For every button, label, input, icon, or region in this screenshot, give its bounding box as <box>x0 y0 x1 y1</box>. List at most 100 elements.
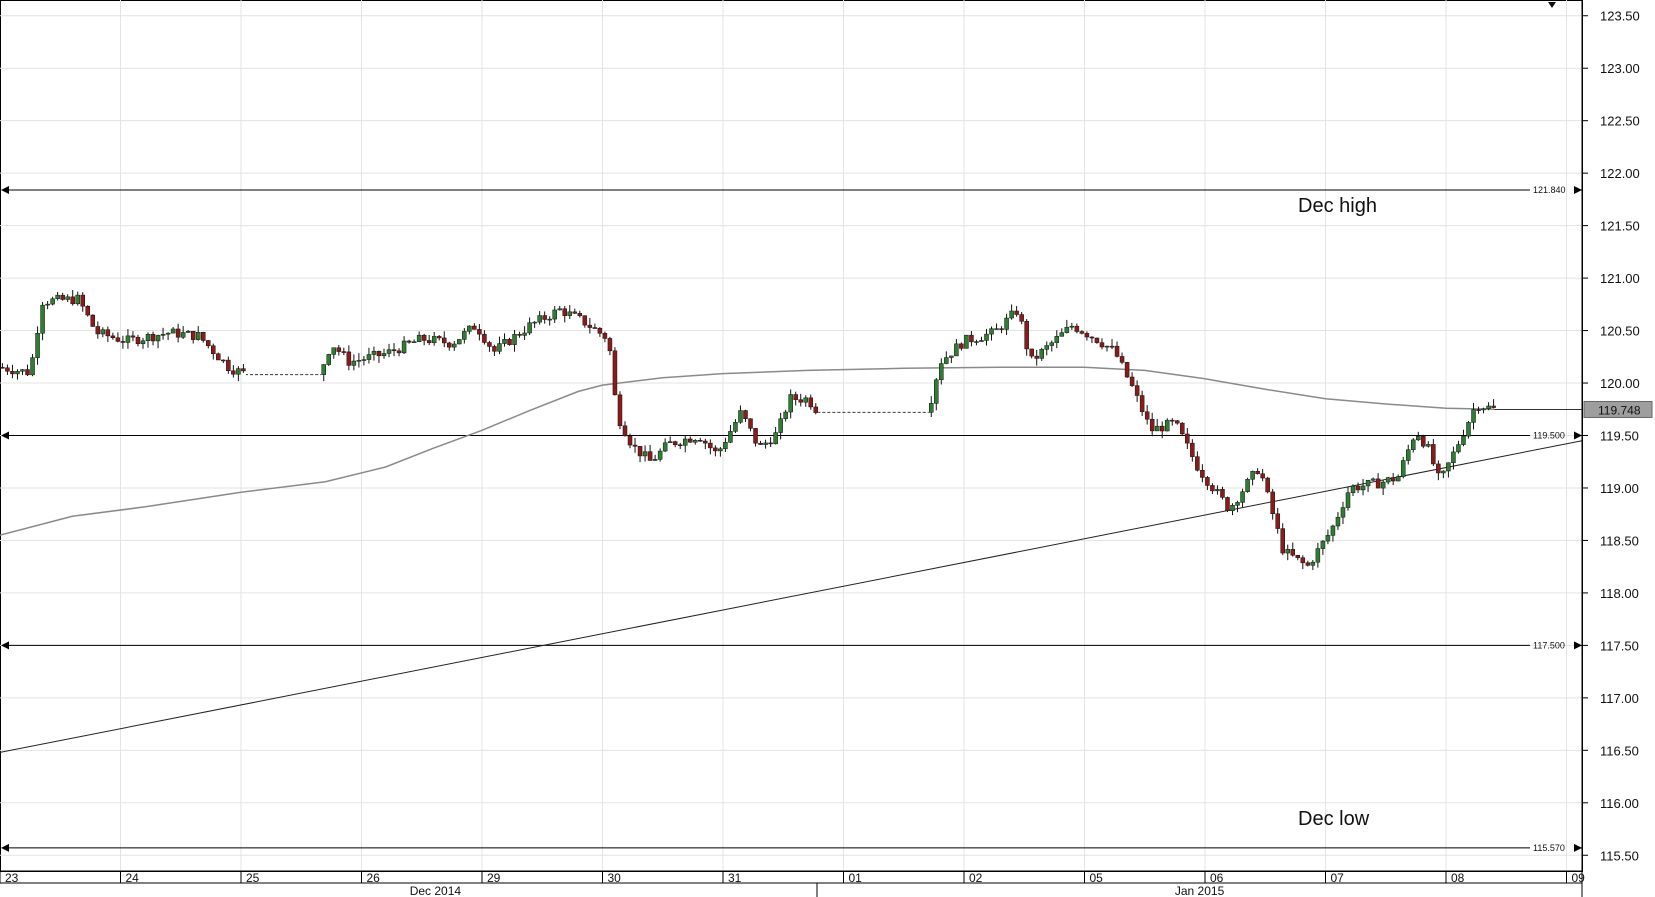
candle-up <box>1451 451 1456 464</box>
candle-down <box>346 351 352 366</box>
candle-down <box>85 305 91 316</box>
candle-down <box>572 311 578 314</box>
level-arrow-left <box>1 185 9 194</box>
candle-down <box>517 334 522 336</box>
candle-up <box>1154 425 1160 432</box>
candle-down <box>999 328 1004 330</box>
candle-up <box>1310 561 1316 566</box>
x-tick-label: 26 <box>367 871 381 885</box>
y-tick-label: 116.00 <box>1600 796 1639 811</box>
candle-down <box>1134 385 1140 396</box>
candle-down <box>688 438 693 443</box>
level-arrow-left <box>1 641 9 650</box>
candle-down <box>1295 554 1301 558</box>
candle-down <box>753 428 758 444</box>
current-price-box <box>1583 400 1653 418</box>
candle-up <box>356 360 362 362</box>
horizontal-levels: 121.840 119.500 117.500 115.570 <box>1 185 1582 853</box>
current-price-label: 119.748 <box>1598 403 1641 417</box>
candle-down <box>708 442 713 449</box>
candle-down <box>110 335 116 339</box>
candle-up <box>1235 502 1240 506</box>
candle-up <box>718 448 723 452</box>
candle-up <box>185 330 191 333</box>
candle-up <box>1395 476 1401 482</box>
level-arrow-left <box>1 431 9 440</box>
candle-down <box>813 406 819 413</box>
x-tick-label: 25 <box>246 871 260 885</box>
x-tick-label: 02 <box>969 871 983 885</box>
candle-up <box>457 339 462 345</box>
candle-up <box>552 309 557 320</box>
candle-down <box>1225 497 1230 512</box>
candle-up <box>1411 439 1416 450</box>
candle-up <box>1215 489 1220 492</box>
candle-down <box>1024 321 1029 350</box>
candle-up <box>401 340 407 354</box>
candle-down <box>582 315 588 326</box>
level-label: 121.840 <box>1533 185 1566 195</box>
candle-down <box>622 425 628 437</box>
candle-down <box>10 371 15 375</box>
candle-down <box>1205 477 1210 486</box>
candle-down <box>175 328 181 338</box>
candle-up <box>567 311 573 316</box>
candle-down <box>492 346 497 352</box>
candlesticks <box>0 290 1496 571</box>
candle-up <box>989 328 994 335</box>
candle-down <box>341 351 347 353</box>
candle-down <box>1436 463 1441 474</box>
candle-down <box>150 334 156 342</box>
x-tick-label: 24 <box>126 871 140 885</box>
candle-down <box>120 341 126 343</box>
candle-up <box>195 332 201 340</box>
y-tick-label: 122.50 <box>1600 114 1640 129</box>
candle-up <box>1400 460 1406 477</box>
candle-down <box>1476 409 1481 411</box>
candle-down <box>1260 473 1265 479</box>
candle-down <box>221 359 226 362</box>
candle-up <box>331 347 337 355</box>
level-arrow-right <box>1574 431 1582 440</box>
candle-up <box>40 304 45 334</box>
x-tick-label: 08 <box>1451 871 1465 885</box>
y-tick-label: 123.50 <box>1600 9 1640 24</box>
candle-up <box>381 353 387 357</box>
candle-up <box>1059 332 1065 337</box>
candle-down <box>1390 477 1396 482</box>
y-tick-label: 117.00 <box>1600 691 1639 706</box>
y-tick-label: 119.50 <box>1600 429 1639 444</box>
level-arrow-right <box>1574 641 1582 650</box>
candle-up <box>1064 326 1070 333</box>
candle-down <box>226 359 231 372</box>
level-arrow-left <box>1 843 9 852</box>
candle-up <box>326 354 332 365</box>
candle-down <box>647 451 653 461</box>
candle-up <box>467 325 472 332</box>
candle-up <box>75 294 80 305</box>
candle-down <box>1255 471 1260 474</box>
candle-down <box>1175 420 1180 424</box>
candle-down <box>447 342 452 348</box>
candle-down <box>969 334 974 343</box>
candle-down <box>617 394 623 427</box>
candle-down <box>1089 336 1095 339</box>
month-label: Jan 2015 <box>1175 884 1225 897</box>
candle-down <box>1355 485 1361 491</box>
x-tick-label: 30 <box>608 871 622 885</box>
candle-down <box>1185 433 1190 444</box>
candle-up <box>1104 345 1110 348</box>
candle-up <box>125 335 131 343</box>
candle-down <box>396 350 402 354</box>
candle-down <box>1270 491 1275 515</box>
candle-up <box>1054 336 1060 343</box>
candle-up <box>944 357 949 364</box>
candle-down <box>421 334 427 341</box>
candle-up <box>1461 435 1466 445</box>
candle-down <box>5 367 10 372</box>
x-tick-label: 05 <box>1090 871 1104 885</box>
candle-up <box>1039 349 1044 359</box>
candle-down <box>1305 562 1311 566</box>
candle-down <box>1034 355 1039 359</box>
y-tick-label: 121.00 <box>1600 271 1640 286</box>
